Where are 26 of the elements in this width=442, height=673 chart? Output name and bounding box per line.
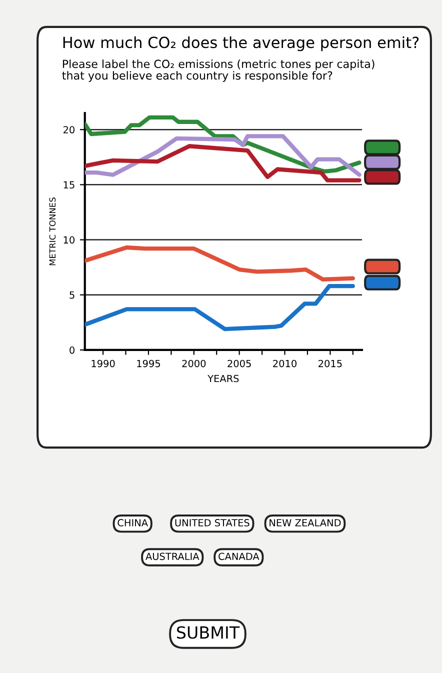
- text: CHINA: [118, 519, 148, 526]
- x-tick-label: 2010: [273, 360, 296, 368]
- y-tick-label: 10: [64, 236, 74, 244]
- line-series: [84, 245, 355, 282]
- x-tick-label: 2000: [182, 360, 206, 368]
- y-tick-label: 5: [70, 291, 74, 299]
- x-tick-label: 2015: [318, 360, 342, 368]
- text: UNITED STATES: [175, 519, 250, 526]
- x-axis-title: YEARS: [208, 374, 239, 382]
- x-tick-label: 2005: [228, 360, 251, 368]
- text: NEW ZEALAND: [270, 519, 341, 526]
- chart-subtitle: Please label the CO₂ emissions (metric tones per capita) that you believe each country is responsible for?: [62, 59, 374, 82]
- y-tick-label: 20: [63, 126, 74, 134]
- line-series: [84, 284, 355, 332]
- y-tick-label: 15: [64, 181, 74, 189]
- chart-title: How much CO₂ does the average person emit?: [63, 36, 419, 52]
- line-series: [84, 115, 362, 174]
- line-series: [84, 144, 362, 182]
- x-tick-label: 1995: [137, 360, 160, 368]
- x-tick-label: 1990: [92, 360, 115, 368]
- y-tick-label: 0: [70, 346, 74, 354]
- text: CANADA: [218, 552, 260, 560]
- y-axis-title: METRIC TONNES: [49, 198, 56, 266]
- text: AUSTRALIA: [146, 552, 200, 560]
- line-series: [84, 134, 362, 177]
- text: SUBMIT: [176, 626, 240, 639]
